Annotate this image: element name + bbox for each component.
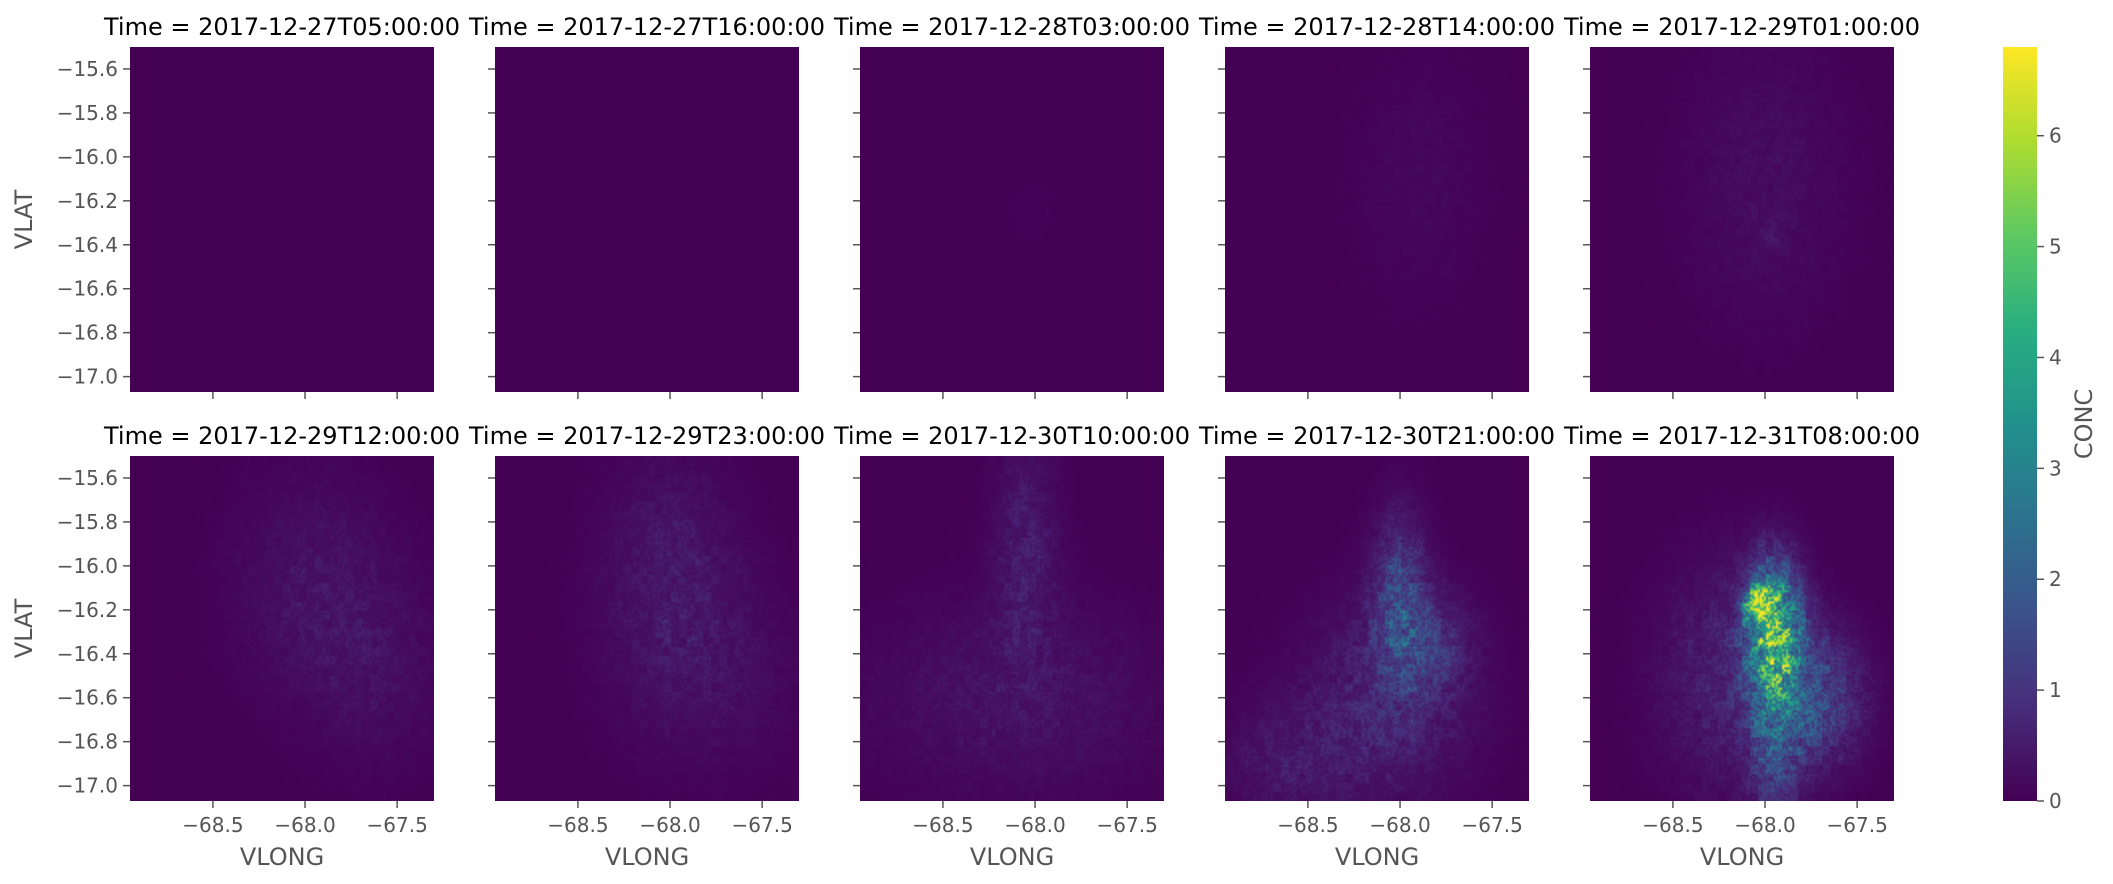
y-tick-label: −17.0 bbox=[57, 365, 118, 389]
x-tick-label: −68.0 bbox=[1734, 813, 1795, 837]
colorbar: 0 1 2 3 4 5 6 CONC bbox=[2003, 47, 2098, 813]
y-tick-label: −16.8 bbox=[57, 730, 118, 754]
facet-panel: Time = 2017-12-27T05:00:00 −15.6 −15.8 −16.… bbox=[10, 13, 460, 399]
y-tick-label: −16.4 bbox=[57, 233, 118, 257]
y-axis-label: VLAT bbox=[10, 189, 38, 249]
colorbar-tick-label: 3 bbox=[2049, 456, 2062, 480]
facet-panel: Time = 2017-12-28T14:00:00 bbox=[1198, 13, 1555, 399]
facet-panel: Time = 2017-12-30T10:00:00 −68.5 −68.0 −67.… bbox=[833, 422, 1190, 871]
y-tick-label: −17.0 bbox=[57, 774, 118, 798]
colorbar-gradient bbox=[2003, 47, 2037, 801]
x-axis-label: VLONG bbox=[240, 843, 324, 871]
panel-title: Time = 2017-12-27T05:00:00 bbox=[103, 13, 460, 41]
facet-panel: Time = 2017-12-29T12:00:00 −15.6 −15.8 −16.… bbox=[10, 422, 460, 871]
x-tick-label: −68.0 bbox=[1004, 813, 1065, 837]
x-tick-label: −68.5 bbox=[182, 813, 243, 837]
facet-panel: Time = 2017-12-27T16:00:00 bbox=[468, 13, 825, 399]
x-axis-label: VLONG bbox=[1335, 843, 1419, 871]
panel-title: Time = 2017-12-27T16:00:00 bbox=[468, 13, 825, 41]
x-tick-label: −68.0 bbox=[639, 813, 700, 837]
x-tick-label: −67.5 bbox=[732, 813, 793, 837]
heatmap-image bbox=[130, 47, 434, 392]
heatmap-image bbox=[1225, 47, 1529, 392]
y-tick-label: −16.4 bbox=[57, 642, 118, 666]
x-tick-label: −67.5 bbox=[1827, 813, 1888, 837]
x-tick-label: −68.5 bbox=[547, 813, 608, 837]
y-tick-label: −15.8 bbox=[57, 101, 118, 125]
facet-panel: Time = 2017-12-28T03:00:00 bbox=[833, 13, 1190, 399]
panel-title: Time = 2017-12-30T10:00:00 bbox=[833, 422, 1190, 450]
y-tick-label: −16.0 bbox=[57, 554, 118, 578]
y-tick-label: −15.6 bbox=[57, 466, 118, 490]
x-tick-label: −68.5 bbox=[912, 813, 973, 837]
heatmap-image bbox=[495, 456, 799, 801]
colorbar-tick-label: 1 bbox=[2049, 678, 2062, 702]
colorbar-tick-label: 4 bbox=[2049, 345, 2062, 369]
y-tick-label: −16.0 bbox=[57, 145, 118, 169]
panel-title: Time = 2017-12-28T03:00:00 bbox=[833, 13, 1190, 41]
x-tick-label: −68.5 bbox=[1277, 813, 1338, 837]
x-axis-label: VLONG bbox=[605, 843, 689, 871]
y-tick-label: −16.8 bbox=[57, 321, 118, 345]
x-tick-label: −68.5 bbox=[1642, 813, 1703, 837]
facet-panel: Time = 2017-12-29T01:00:00 bbox=[1563, 13, 1920, 399]
facet-panel: Time = 2017-12-29T23:00:00 −68.5 −68.0 −67.… bbox=[468, 422, 825, 871]
panel-title: Time = 2017-12-30T21:00:00 bbox=[1198, 422, 1555, 450]
colorbar-tick-label: 5 bbox=[2049, 235, 2062, 259]
colorbar-tick-label: 6 bbox=[2049, 124, 2062, 148]
panel-title: Time = 2017-12-29T01:00:00 bbox=[1563, 13, 1920, 41]
facet-panel: Time = 2017-12-30T21:00:00 −68.5 −68.0 −67.… bbox=[1198, 422, 1555, 871]
heatmap-image bbox=[860, 47, 1164, 392]
heatmap-image bbox=[1590, 456, 1894, 801]
y-tick-label: −16.6 bbox=[57, 686, 118, 710]
panel-title: Time = 2017-12-28T14:00:00 bbox=[1198, 13, 1555, 41]
facet-panel: Time = 2017-12-31T08:00:00 −68.5 −68.0 −67.… bbox=[1563, 422, 1920, 871]
x-tick-label: −68.0 bbox=[274, 813, 335, 837]
x-tick-label: −67.5 bbox=[1097, 813, 1158, 837]
colorbar-tick-label: 2 bbox=[2049, 567, 2062, 591]
y-tick-label: −15.8 bbox=[57, 510, 118, 534]
heatmap-image bbox=[495, 47, 799, 392]
y-tick-label: −16.6 bbox=[57, 277, 118, 301]
panels-layer: Time = 2017-12-27T05:00:00 −15.6 −15.8 −16.… bbox=[10, 13, 1920, 871]
heatmap-image bbox=[860, 456, 1164, 801]
panel-title: Time = 2017-12-29T12:00:00 bbox=[103, 422, 460, 450]
heatmap-image bbox=[1225, 456, 1529, 801]
x-axis-label: VLONG bbox=[970, 843, 1054, 871]
colorbar-tick-label: 0 bbox=[2049, 789, 2062, 813]
panel-title: Time = 2017-12-29T23:00:00 bbox=[468, 422, 825, 450]
y-tick-label: −16.2 bbox=[57, 598, 118, 622]
y-axis-label: VLAT bbox=[10, 598, 38, 658]
colorbar-label: CONC bbox=[2070, 389, 2098, 459]
heatmap-image bbox=[130, 456, 434, 801]
y-tick-label: −16.2 bbox=[57, 189, 118, 213]
x-tick-label: −67.5 bbox=[367, 813, 428, 837]
x-tick-label: −68.0 bbox=[1369, 813, 1430, 837]
x-axis-label: VLONG bbox=[1700, 843, 1784, 871]
y-tick-label: −15.6 bbox=[57, 57, 118, 81]
panel-title: Time = 2017-12-31T08:00:00 bbox=[1563, 422, 1920, 450]
heatmap-image bbox=[1590, 47, 1894, 392]
x-tick-label: −67.5 bbox=[1462, 813, 1523, 837]
